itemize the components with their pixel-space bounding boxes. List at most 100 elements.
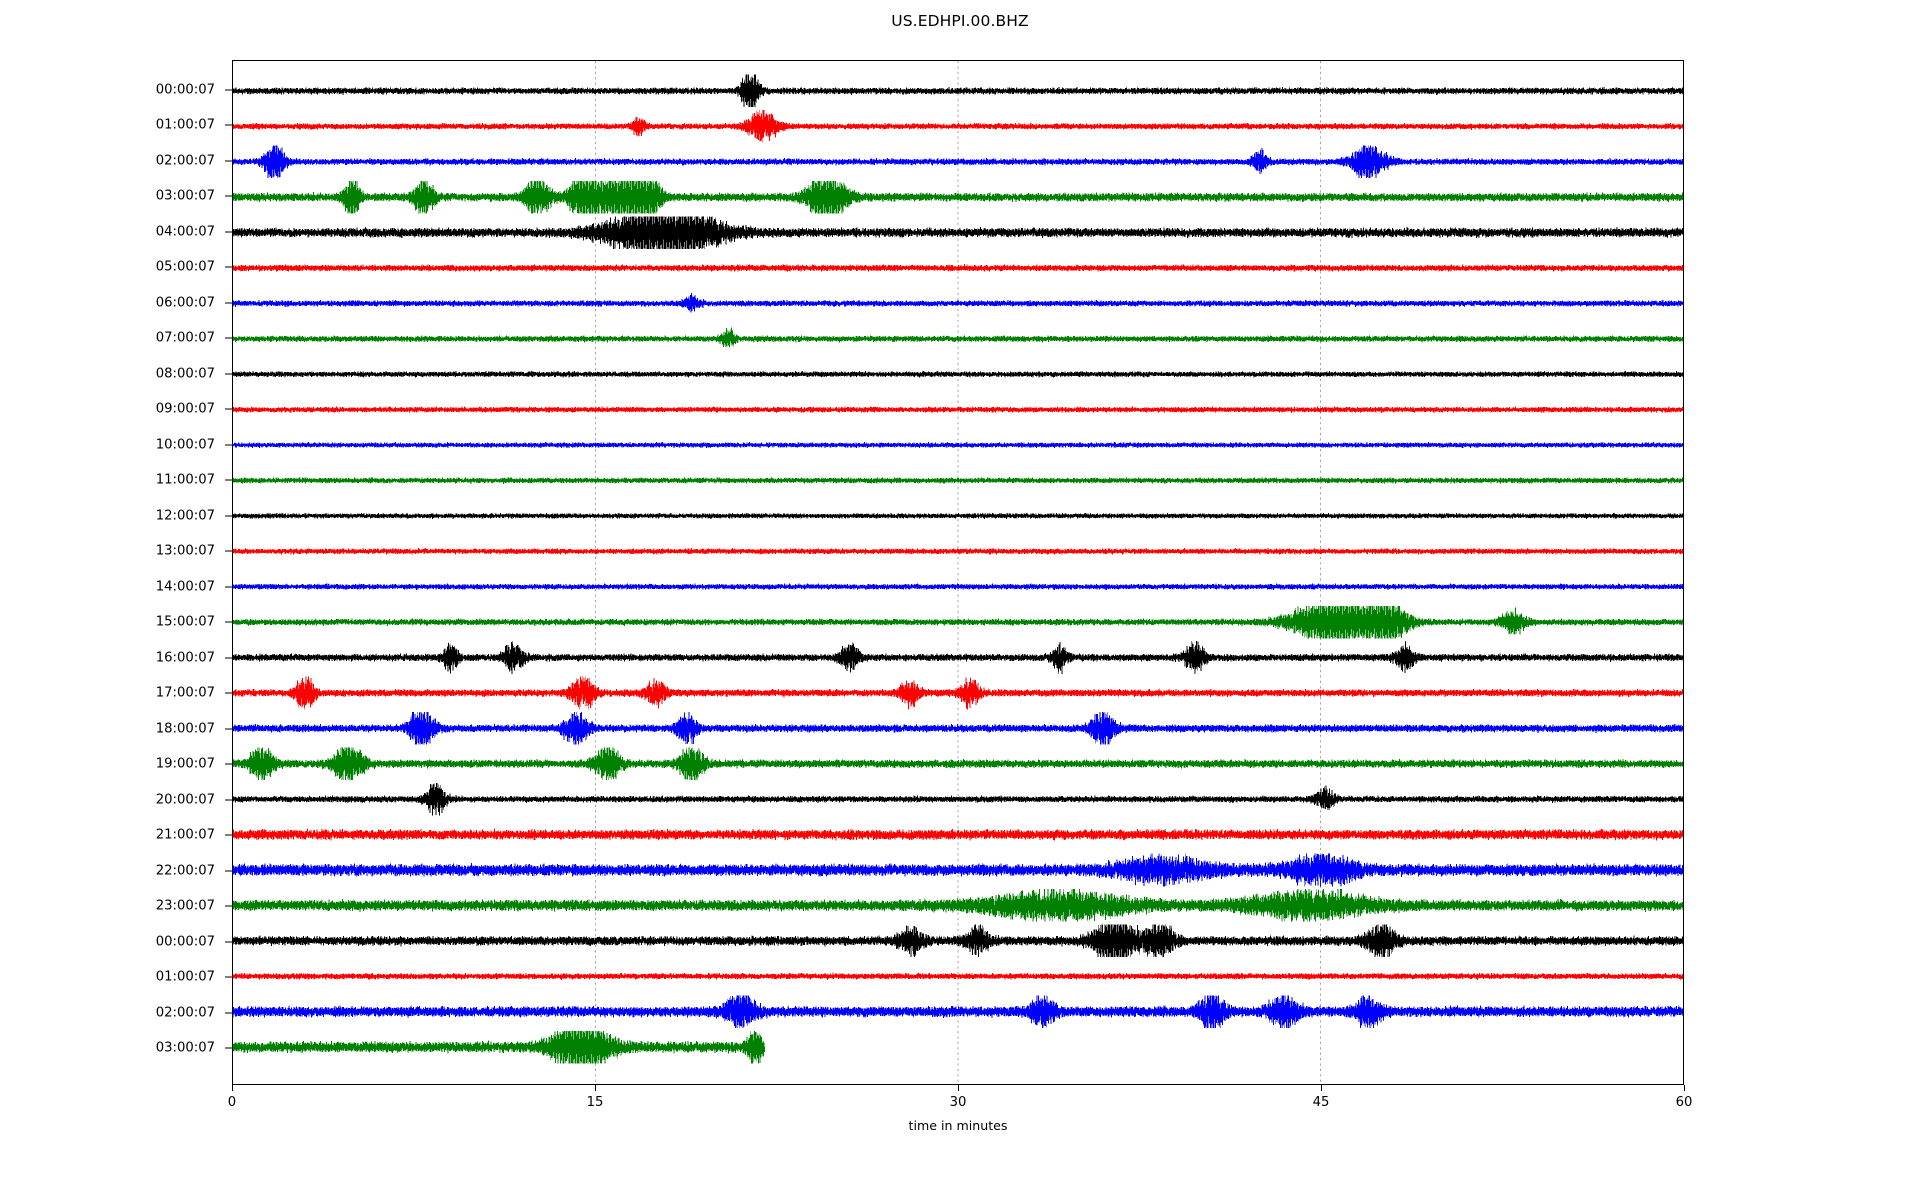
y-tick-label-24: 00:00:07 bbox=[155, 934, 215, 950]
y-tick-label-23: 23:00:07 bbox=[155, 898, 215, 914]
trace-row-17 bbox=[233, 676, 1683, 710]
trace-row-11 bbox=[233, 477, 1683, 484]
trace-row-19 bbox=[233, 747, 1683, 781]
page-title: US.EDHPI.00.BHZ bbox=[891, 12, 1029, 30]
y-tick-label-10: 10:00:07 bbox=[155, 437, 215, 453]
trace-row-12 bbox=[233, 512, 1683, 519]
trace-row-23 bbox=[233, 889, 1683, 922]
trace-row-5 bbox=[233, 264, 1683, 272]
y-tick-mark-13 bbox=[225, 550, 232, 552]
y-tick-mark-10 bbox=[225, 444, 232, 446]
y-tick-label-2: 02:00:07 bbox=[155, 153, 215, 169]
trace-row-26 bbox=[233, 995, 1683, 1028]
y-tick-mark-8 bbox=[225, 373, 232, 375]
y-tick-label-3: 03:00:07 bbox=[155, 188, 215, 204]
y-tick-mark-7 bbox=[225, 337, 232, 339]
y-tick-mark-9 bbox=[225, 408, 232, 410]
y-tick-label-20: 20:00:07 bbox=[155, 792, 215, 808]
y-tick-mark-20 bbox=[225, 799, 232, 801]
y-tick-mark-19 bbox=[225, 763, 232, 765]
y-tick-label-11: 11:00:07 bbox=[155, 472, 215, 488]
y-tick-label-6: 06:00:07 bbox=[155, 295, 215, 311]
trace-row-24 bbox=[233, 924, 1683, 958]
y-tick-label-19: 19:00:07 bbox=[155, 756, 215, 772]
y-tick-mark-12 bbox=[225, 515, 232, 517]
waveform-traces bbox=[233, 61, 1683, 1084]
y-tick-label-14: 14:00:07 bbox=[155, 579, 215, 595]
trace-row-21 bbox=[233, 828, 1683, 841]
y-tick-label-8: 08:00:07 bbox=[155, 366, 215, 382]
trace-row-8 bbox=[233, 370, 1683, 378]
x-tick-label-2: 30 bbox=[949, 1095, 967, 1110]
trace-row-25 bbox=[233, 972, 1683, 980]
y-tick-mark-14 bbox=[225, 586, 232, 588]
x-tick-mark-2 bbox=[958, 1085, 959, 1091]
trace-row-3 bbox=[233, 180, 1683, 214]
y-tick-mark-23 bbox=[225, 905, 232, 907]
trace-row-27 bbox=[233, 1030, 766, 1064]
y-tick-label-25: 01:00:07 bbox=[155, 969, 215, 985]
y-tick-mark-2 bbox=[225, 160, 232, 162]
y-tick-mark-25 bbox=[225, 976, 232, 978]
trace-row-18 bbox=[233, 712, 1683, 745]
x-tick-label-1: 15 bbox=[586, 1095, 604, 1110]
trace-row-9 bbox=[233, 406, 1683, 413]
y-tick-mark-17 bbox=[225, 692, 232, 694]
y-tick-label-22: 22:00:07 bbox=[155, 863, 215, 879]
x-tick-label-3: 45 bbox=[1312, 1095, 1330, 1110]
x-axis-title: time in minutes bbox=[908, 1118, 1008, 1133]
y-tick-label-16: 16:00:07 bbox=[155, 650, 215, 666]
y-tick-mark-24 bbox=[225, 941, 232, 943]
y-tick-mark-6 bbox=[225, 302, 232, 304]
y-tick-mark-11 bbox=[225, 479, 232, 481]
y-tick-mark-16 bbox=[225, 657, 232, 659]
trace-row-14 bbox=[233, 583, 1683, 590]
x-tick-mark-1 bbox=[595, 1085, 596, 1091]
trace-row-1 bbox=[233, 110, 1683, 143]
y-tick-mark-15 bbox=[225, 621, 232, 623]
y-axis-tick-labels: 00:00:07 01:00:07 02:00:07 03:00:07 04:00:07… bbox=[0, 60, 232, 1085]
x-tick-mark-4 bbox=[1684, 1085, 1685, 1091]
trace-row-10 bbox=[233, 442, 1683, 449]
trace-row-20 bbox=[233, 782, 1683, 816]
x-tick-label-4: 60 bbox=[1675, 1095, 1693, 1110]
y-tick-label-13: 13:00:07 bbox=[155, 543, 215, 559]
trace-row-7 bbox=[233, 327, 1683, 347]
trace-row-13 bbox=[233, 547, 1683, 555]
x-tick-mark-0 bbox=[232, 1085, 233, 1091]
trace-row-2 bbox=[233, 145, 1683, 179]
y-tick-mark-18 bbox=[225, 728, 232, 730]
y-tick-mark-5 bbox=[225, 266, 232, 268]
y-tick-mark-1 bbox=[225, 124, 232, 126]
y-tick-label-4: 04:00:07 bbox=[155, 224, 215, 240]
y-tick-mark-4 bbox=[225, 231, 232, 233]
y-tick-mark-3 bbox=[225, 195, 232, 197]
trace-row-15 bbox=[233, 605, 1683, 639]
trace-row-4 bbox=[233, 216, 1683, 249]
y-tick-label-17: 17:00:07 bbox=[155, 685, 215, 701]
y-tick-label-9: 09:00:07 bbox=[155, 401, 215, 417]
y-tick-mark-0 bbox=[225, 89, 232, 91]
plot-area bbox=[232, 60, 1684, 1085]
y-tick-label-21: 21:00:07 bbox=[155, 827, 215, 843]
trace-row-22 bbox=[233, 853, 1683, 887]
y-tick-mark-26 bbox=[225, 1012, 232, 1014]
trace-row-16 bbox=[233, 641, 1683, 674]
trace-row-6 bbox=[233, 293, 1683, 313]
y-tick-label-7: 07:00:07 bbox=[155, 330, 215, 346]
x-axis-tick-labels: 0 15 30 45 60 bbox=[228, 1085, 1692, 1145]
y-tick-label-12: 12:00:07 bbox=[155, 508, 215, 524]
y-tick-mark-21 bbox=[225, 834, 232, 836]
trace-row-0 bbox=[233, 74, 1683, 108]
y-tick-mark-27 bbox=[225, 1047, 232, 1049]
x-tick-label-0: 0 bbox=[227, 1095, 237, 1110]
y-tick-label-27: 03:00:07 bbox=[155, 1040, 215, 1056]
y-tick-label-1: 01:00:07 bbox=[155, 117, 215, 133]
y-tick-label-18: 18:00:07 bbox=[155, 721, 215, 737]
y-tick-label-5: 05:00:07 bbox=[155, 259, 215, 275]
y-tick-label-26: 02:00:07 bbox=[155, 1005, 215, 1021]
y-tick-label-15: 15:00:07 bbox=[155, 614, 215, 630]
y-tick-label-0: 00:00:07 bbox=[155, 82, 215, 98]
x-tick-mark-3 bbox=[1321, 1085, 1322, 1091]
